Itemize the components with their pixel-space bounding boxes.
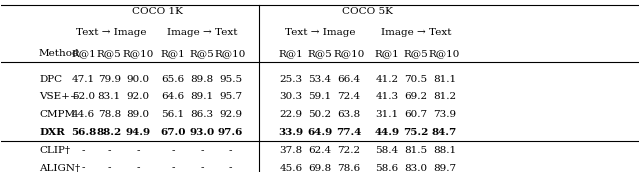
Text: -: - [136, 164, 140, 172]
Text: 83.0: 83.0 [404, 164, 428, 172]
Text: R@5: R@5 [97, 49, 122, 58]
Text: 45.6: 45.6 [280, 164, 303, 172]
Text: 62.4: 62.4 [308, 146, 332, 155]
Text: DPC: DPC [39, 75, 62, 84]
Text: 83.1: 83.1 [98, 92, 121, 101]
Text: 31.1: 31.1 [376, 110, 399, 119]
Text: 53.4: 53.4 [308, 75, 332, 84]
Text: 41.3: 41.3 [376, 92, 399, 101]
Text: 44.6: 44.6 [72, 110, 95, 119]
Text: 78.6: 78.6 [337, 164, 360, 172]
Text: -: - [200, 164, 204, 172]
Text: 25.3: 25.3 [280, 75, 303, 84]
Text: R@10: R@10 [215, 49, 246, 58]
Text: 93.0: 93.0 [189, 127, 214, 137]
Text: 77.4: 77.4 [336, 127, 362, 137]
Text: 60.7: 60.7 [404, 110, 428, 119]
Text: 52.0: 52.0 [72, 92, 95, 101]
Text: 89.0: 89.0 [127, 110, 150, 119]
Text: R@5: R@5 [403, 49, 428, 58]
Text: 70.5: 70.5 [404, 75, 428, 84]
Text: 58.4: 58.4 [376, 146, 399, 155]
Text: 92.0: 92.0 [127, 92, 150, 101]
Text: R@5: R@5 [189, 49, 214, 58]
Text: ALIGN†: ALIGN† [39, 164, 80, 172]
Text: 41.2: 41.2 [376, 75, 399, 84]
Text: R@10: R@10 [122, 49, 154, 58]
Text: 95.5: 95.5 [219, 75, 242, 84]
Text: 89.1: 89.1 [190, 92, 213, 101]
Text: -: - [200, 146, 204, 155]
Text: 89.7: 89.7 [433, 164, 456, 172]
Text: -: - [172, 164, 175, 172]
Text: 81.2: 81.2 [433, 92, 456, 101]
Text: R@1: R@1 [71, 49, 96, 58]
Text: -: - [82, 146, 86, 155]
Text: 67.0: 67.0 [161, 127, 186, 137]
Text: 84.7: 84.7 [432, 127, 457, 137]
Text: R@10: R@10 [429, 49, 460, 58]
Text: 94.9: 94.9 [125, 127, 150, 137]
Text: CLIP†: CLIP† [39, 146, 70, 155]
Text: -: - [136, 146, 140, 155]
Text: -: - [108, 164, 111, 172]
Text: 78.8: 78.8 [98, 110, 121, 119]
Text: 22.9: 22.9 [280, 110, 303, 119]
Text: Text → Image: Text → Image [76, 28, 146, 37]
Text: -: - [229, 146, 232, 155]
Text: 30.3: 30.3 [280, 92, 303, 101]
Text: 47.1: 47.1 [72, 75, 95, 84]
Text: R@1: R@1 [161, 49, 186, 58]
Text: R@5: R@5 [308, 49, 332, 58]
Text: Method: Method [39, 49, 79, 58]
Text: COCO 5K: COCO 5K [342, 7, 394, 16]
Text: 64.6: 64.6 [161, 92, 185, 101]
Text: 59.1: 59.1 [308, 92, 332, 101]
Text: 73.9: 73.9 [433, 110, 456, 119]
Text: 33.9: 33.9 [278, 127, 304, 137]
Text: Image → Text: Image → Text [166, 28, 237, 37]
Text: 72.2: 72.2 [337, 146, 360, 155]
Text: 88.1: 88.1 [433, 146, 456, 155]
Text: Image → Text: Image → Text [381, 28, 451, 37]
Text: 88.2: 88.2 [97, 127, 122, 137]
Text: 75.2: 75.2 [403, 127, 428, 137]
Text: 69.8: 69.8 [308, 164, 332, 172]
Text: 81.1: 81.1 [433, 75, 456, 84]
Text: 50.2: 50.2 [308, 110, 332, 119]
Text: 64.9: 64.9 [307, 127, 333, 137]
Text: R@1: R@1 [279, 49, 303, 58]
Text: 89.8: 89.8 [190, 75, 213, 84]
Text: -: - [82, 164, 86, 172]
Text: 86.3: 86.3 [190, 110, 213, 119]
Text: DXR: DXR [39, 127, 65, 137]
Text: 95.7: 95.7 [219, 92, 242, 101]
Text: 37.8: 37.8 [280, 146, 303, 155]
Text: -: - [108, 146, 111, 155]
Text: 97.6: 97.6 [218, 127, 243, 137]
Text: Text → Image: Text → Image [285, 28, 355, 37]
Text: 58.6: 58.6 [376, 164, 399, 172]
Text: 56.8: 56.8 [71, 127, 97, 137]
Text: 56.1: 56.1 [161, 110, 185, 119]
Text: -: - [172, 146, 175, 155]
Text: 81.5: 81.5 [404, 146, 428, 155]
Text: VSE++: VSE++ [39, 92, 79, 101]
Text: 79.9: 79.9 [98, 75, 121, 84]
Text: CMPM: CMPM [39, 110, 75, 119]
Text: 63.8: 63.8 [337, 110, 360, 119]
Text: R@10: R@10 [333, 49, 364, 58]
Text: 66.4: 66.4 [337, 75, 360, 84]
Text: 90.0: 90.0 [127, 75, 150, 84]
Text: 44.9: 44.9 [374, 127, 399, 137]
Text: R@1: R@1 [374, 49, 399, 58]
Text: 69.2: 69.2 [404, 92, 428, 101]
Text: COCO 1K: COCO 1K [132, 7, 182, 16]
Text: 65.6: 65.6 [161, 75, 185, 84]
Text: 72.4: 72.4 [337, 92, 360, 101]
Text: 92.9: 92.9 [219, 110, 242, 119]
Text: -: - [229, 164, 232, 172]
